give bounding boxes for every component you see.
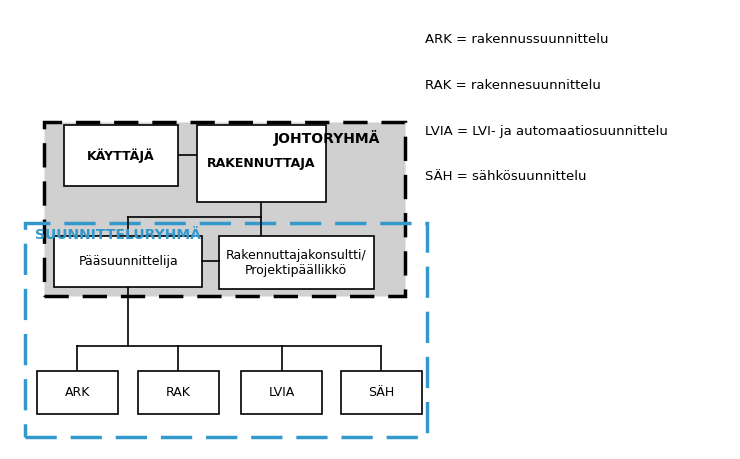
Bar xyxy=(138,371,219,414)
Text: RAKENNUTTAJA: RAKENNUTTAJA xyxy=(207,157,315,170)
Bar xyxy=(44,122,406,296)
Text: LVIA: LVIA xyxy=(269,386,295,399)
Text: LVIA = LVI- ja automaatiosuunnittelu: LVIA = LVI- ja automaatiosuunnittelu xyxy=(425,124,668,138)
Text: RAK = rakennesuunnittelu: RAK = rakennesuunnittelu xyxy=(425,79,601,92)
Text: Rakennuttajakonsultti/
Projektipäällikkö: Rakennuttajakonsultti/ Projektipäällikkö xyxy=(226,249,366,277)
Text: SUUNNITTELURYHMÄ: SUUNNITTELURYHMÄ xyxy=(36,228,201,242)
Bar xyxy=(55,236,202,286)
Bar xyxy=(64,124,178,186)
Bar xyxy=(219,236,374,289)
Bar xyxy=(197,124,326,202)
Bar xyxy=(37,371,118,414)
Bar xyxy=(241,371,322,414)
Bar xyxy=(25,223,427,437)
Text: KÄYTTÄJÄ: KÄYTTÄJÄ xyxy=(87,148,155,162)
Text: ARK = rakennussuunnittelu: ARK = rakennussuunnittelu xyxy=(425,34,609,46)
Text: SÄH: SÄH xyxy=(368,386,394,399)
Text: JOHTORYHMÄ: JOHTORYHMÄ xyxy=(274,130,380,146)
Text: SÄH = sähkösuunnittelu: SÄH = sähkösuunnittelu xyxy=(425,170,587,183)
Text: ARK: ARK xyxy=(64,386,90,399)
Bar xyxy=(340,371,422,414)
Text: Pääsuunnittelija: Pääsuunnittelija xyxy=(78,255,178,268)
Text: RAK: RAK xyxy=(166,386,191,399)
